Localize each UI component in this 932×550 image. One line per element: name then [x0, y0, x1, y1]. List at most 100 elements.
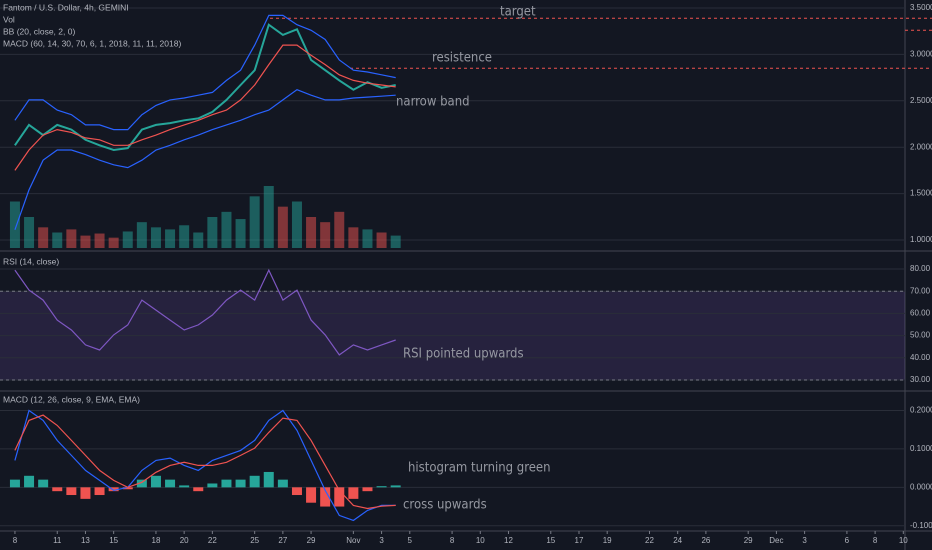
indicator-label: MACD (60, 14, 30, 70, 6, 1, 2018, 11, 11… [3, 38, 181, 48]
x-tick-label: 11 [53, 536, 62, 545]
x-tick-label: 25 [250, 536, 259, 545]
x-tick-label: 3 [802, 536, 807, 545]
series-line [14, 44, 396, 171]
y-tick-label: 50.00 [910, 331, 931, 340]
histogram-bar [193, 487, 204, 492]
histogram-bar [362, 487, 373, 492]
histogram-bar [94, 487, 105, 496]
annotation: cross upwards [403, 498, 487, 513]
volume-bar [9, 201, 20, 248]
x-tick-label: 24 [673, 536, 682, 545]
histogram-bar [136, 479, 147, 488]
x-tick-label: 13 [81, 536, 90, 545]
volume-bar [150, 227, 161, 248]
annotation: narrow band [396, 95, 470, 110]
histogram-bar [235, 479, 246, 488]
x-tick-label: 15 [109, 536, 118, 545]
volume-bar [221, 211, 232, 248]
histogram-bar [24, 475, 35, 488]
x-tick-label: Dec [769, 536, 783, 545]
y-tick-label: 30.00 [910, 375, 931, 384]
x-tick-label: 10 [899, 536, 908, 545]
annotation: resistence [432, 51, 492, 66]
indicator-label: BB (20, close, 2, 0) [3, 26, 75, 36]
volume-bar [38, 227, 49, 248]
volume-bar [122, 231, 133, 248]
x-tick-label: 8 [873, 536, 878, 545]
x-tick-label: 22 [208, 536, 217, 545]
histogram-bar [165, 479, 176, 488]
x-tick-label: 18 [152, 536, 161, 545]
x-tick-label: 20 [180, 536, 189, 545]
x-tick-label: 17 [575, 536, 584, 545]
histogram-bar [38, 479, 49, 488]
y-tick-label: 70.00 [910, 286, 931, 295]
y-tick-label: 40.00 [910, 353, 931, 362]
volume-bar [136, 222, 147, 248]
x-tick-label: 5 [408, 536, 413, 545]
y-tick-label: 60.00 [910, 309, 931, 318]
x-tick-label: 29 [744, 536, 753, 545]
series-line [14, 14, 396, 131]
histogram-bar [320, 487, 331, 507]
x-tick-label: 19 [603, 536, 612, 545]
histogram-bar [179, 485, 190, 488]
y-tick-label: 2.000000 [910, 142, 932, 151]
histogram-bar [207, 483, 218, 488]
y-tick-label: 0.200000 [910, 406, 932, 415]
volume-bar [249, 196, 260, 248]
y-tick-label: -0.100000 [910, 521, 932, 530]
series-line [14, 414, 396, 510]
histogram-bar [66, 487, 77, 496]
annotation: histogram turning green [408, 461, 551, 476]
y-tick-label: 0.000000 [910, 482, 932, 491]
volume-bar [348, 227, 359, 248]
volume-bar [193, 232, 204, 248]
volume-bar [306, 217, 317, 248]
histogram-bar [306, 487, 317, 503]
histogram-bar [249, 475, 260, 488]
x-tick-label: Nov [346, 536, 360, 545]
volume-bar [362, 229, 373, 248]
histogram-bar [390, 485, 401, 488]
histogram-bar [376, 486, 387, 488]
volume-bar [320, 222, 331, 248]
histogram-bar [263, 471, 274, 488]
y-tick-label: 1.500000 [910, 189, 932, 198]
volume-bar [179, 225, 190, 248]
x-tick-label: 10 [476, 536, 485, 545]
volume-bar [94, 233, 105, 248]
x-tick-label: 26 [701, 536, 710, 545]
y-tick-label: 3.000000 [910, 49, 932, 58]
x-tick-label: 12 [504, 536, 513, 545]
y-tick-label: 2.500000 [910, 96, 932, 105]
x-tick-label: 29 [307, 536, 316, 545]
volume-bar [108, 237, 119, 248]
volume-bar [390, 235, 401, 248]
pane-title: RSI (14, close) [3, 256, 59, 266]
volume-bar [52, 232, 63, 248]
volume-bar [235, 219, 246, 248]
volume-bar [165, 229, 176, 248]
volume-bar [80, 235, 91, 248]
histogram-bar [150, 475, 161, 488]
series-line [14, 89, 396, 230]
volume-bar [207, 217, 218, 248]
annotation: RSI pointed upwards [403, 347, 524, 362]
histogram-bar [277, 479, 288, 488]
histogram-bar [9, 479, 20, 488]
histogram-bar [52, 487, 63, 492]
histogram-bar [221, 479, 232, 488]
y-tick-label: 80.00 [910, 264, 931, 273]
volume-bar [66, 229, 77, 248]
y-tick-label: 1.000000 [910, 235, 932, 244]
histogram-bar [291, 487, 302, 496]
pane-title: MACD (12, 26, close, 9, EMA, EMA) [3, 394, 140, 404]
volume-bar [291, 201, 302, 248]
volume-bar [376, 232, 387, 248]
x-tick-label: 27 [278, 536, 287, 545]
volume-bar [263, 186, 274, 248]
